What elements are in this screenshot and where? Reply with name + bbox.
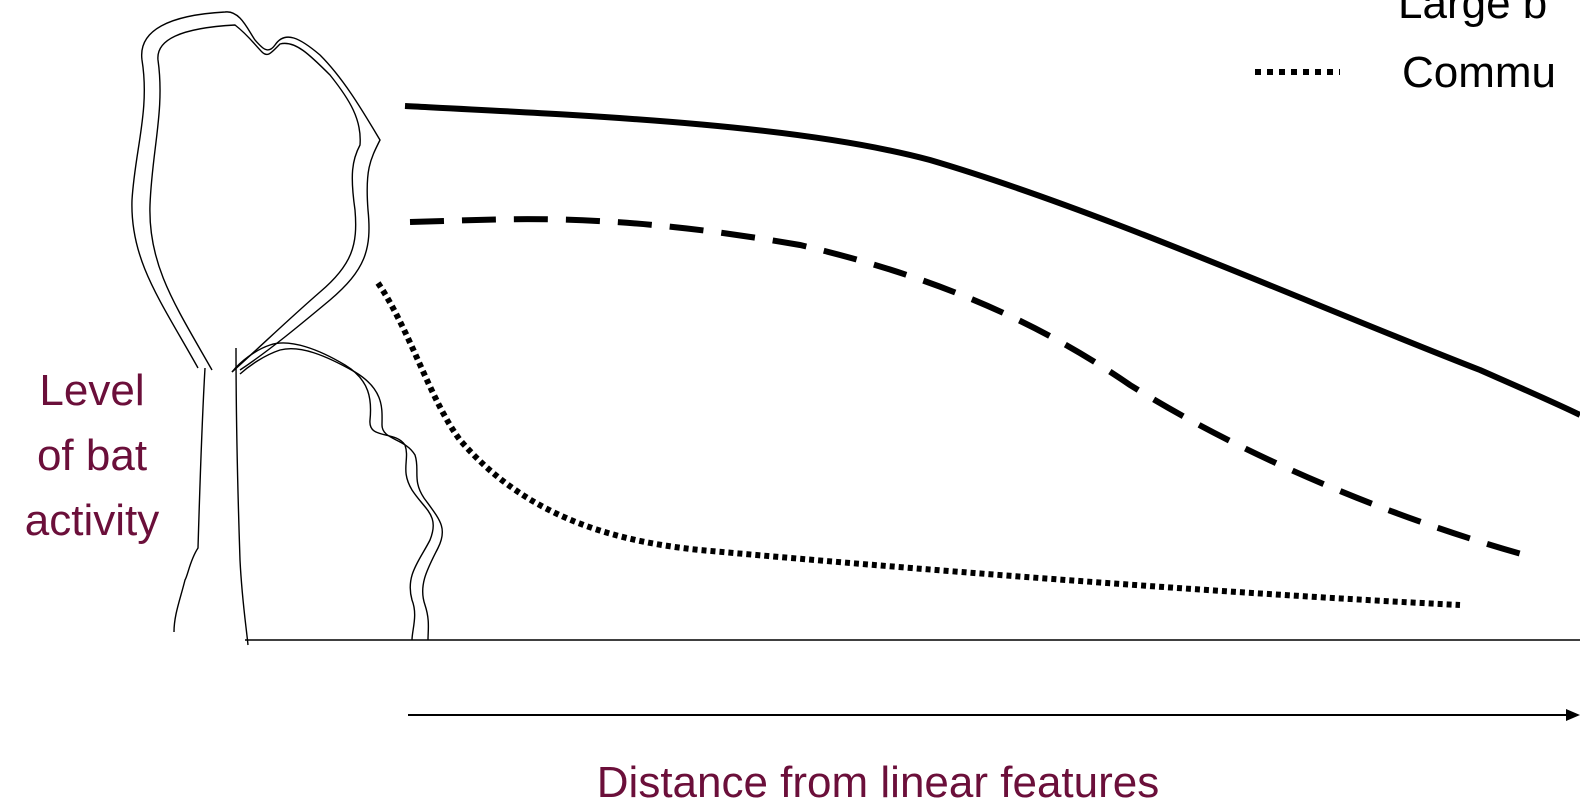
- tree-sketch: [132, 12, 443, 645]
- legend-label: Commu: [1402, 48, 1556, 97]
- curve-dotted: [378, 283, 1460, 605]
- y-label: of bat: [37, 431, 147, 480]
- y-label: Level: [39, 366, 144, 415]
- page: {"legend": [{"label": "Large b"}, {"labe…: [0, 0, 1580, 810]
- arrow-head: [1566, 709, 1580, 721]
- x-label: Distance from linear features: [597, 758, 1159, 807]
- legend-label: Large b: [1398, 0, 1547, 28]
- diagram: Large b Commu Level of bat activity Dist…: [0, 0, 1580, 810]
- curve-solid: [405, 106, 1580, 415]
- y-label: activity: [25, 496, 159, 545]
- curve-dashed: [410, 219, 1525, 555]
